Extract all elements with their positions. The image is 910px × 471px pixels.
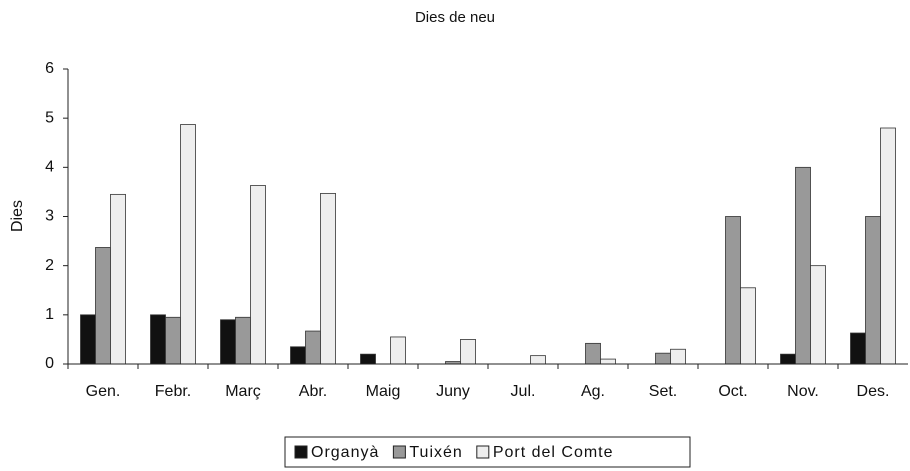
- legend-label: Tuixén: [409, 444, 462, 461]
- bar: [740, 287, 756, 365]
- bar: [165, 316, 181, 365]
- bar: [360, 353, 376, 365]
- x-tick-label: Abr.: [299, 383, 327, 400]
- bar: [600, 358, 616, 365]
- bar: [865, 216, 881, 365]
- bar: [795, 166, 811, 365]
- x-tick-label: Gen.: [86, 383, 121, 400]
- x-tick-label: Nov.: [787, 383, 819, 400]
- bar: [585, 342, 601, 365]
- y-tick-label: 2: [45, 257, 54, 274]
- x-tick-label: Ag.: [581, 383, 605, 400]
- bar: [390, 336, 406, 365]
- chart-title: Dies de neu: [415, 9, 495, 26]
- legend-swatch: [476, 445, 490, 459]
- legend-swatch: [392, 445, 406, 459]
- legend-label: Port del Comte: [493, 444, 614, 461]
- bar: [670, 348, 686, 365]
- bar: [250, 185, 266, 365]
- bar: [150, 314, 166, 365]
- legend-box: [284, 436, 691, 468]
- bar: [780, 353, 796, 365]
- x-tick-label: Des.: [857, 383, 890, 400]
- legend-swatch: [294, 445, 308, 459]
- bar: [655, 352, 671, 365]
- bar: [810, 265, 826, 365]
- x-tick-label: Jul.: [511, 383, 536, 400]
- bar: [235, 316, 251, 365]
- x-tick-label: Maig: [366, 383, 401, 400]
- y-tick-label: 0: [45, 355, 54, 372]
- bar: [110, 193, 126, 365]
- x-tick-label: Juny: [436, 383, 470, 400]
- x-tick-label: Set.: [649, 383, 677, 400]
- legend-label: Organyà: [311, 444, 379, 461]
- bar: [290, 346, 306, 365]
- y-tick-label: 4: [45, 159, 54, 176]
- bar: [880, 127, 896, 365]
- y-tick-label: 6: [45, 60, 54, 77]
- bar: [725, 216, 741, 365]
- bar: [220, 319, 236, 365]
- x-tick-label: Març: [225, 383, 261, 400]
- bar: [530, 355, 546, 365]
- y-tick-label: 5: [45, 109, 54, 126]
- bar: [460, 339, 476, 365]
- bar: [320, 192, 336, 365]
- bar: [95, 247, 111, 365]
- bar: [80, 314, 96, 365]
- y-tick-label: 1: [45, 306, 54, 323]
- bar: [180, 124, 196, 365]
- y-tick-label: 3: [45, 208, 54, 225]
- y-axis-label: Dies: [9, 200, 26, 232]
- x-tick-label: Febr.: [155, 383, 191, 400]
- bar: [850, 332, 866, 365]
- bar: [305, 330, 321, 365]
- x-tick-label: Oct.: [718, 383, 747, 400]
